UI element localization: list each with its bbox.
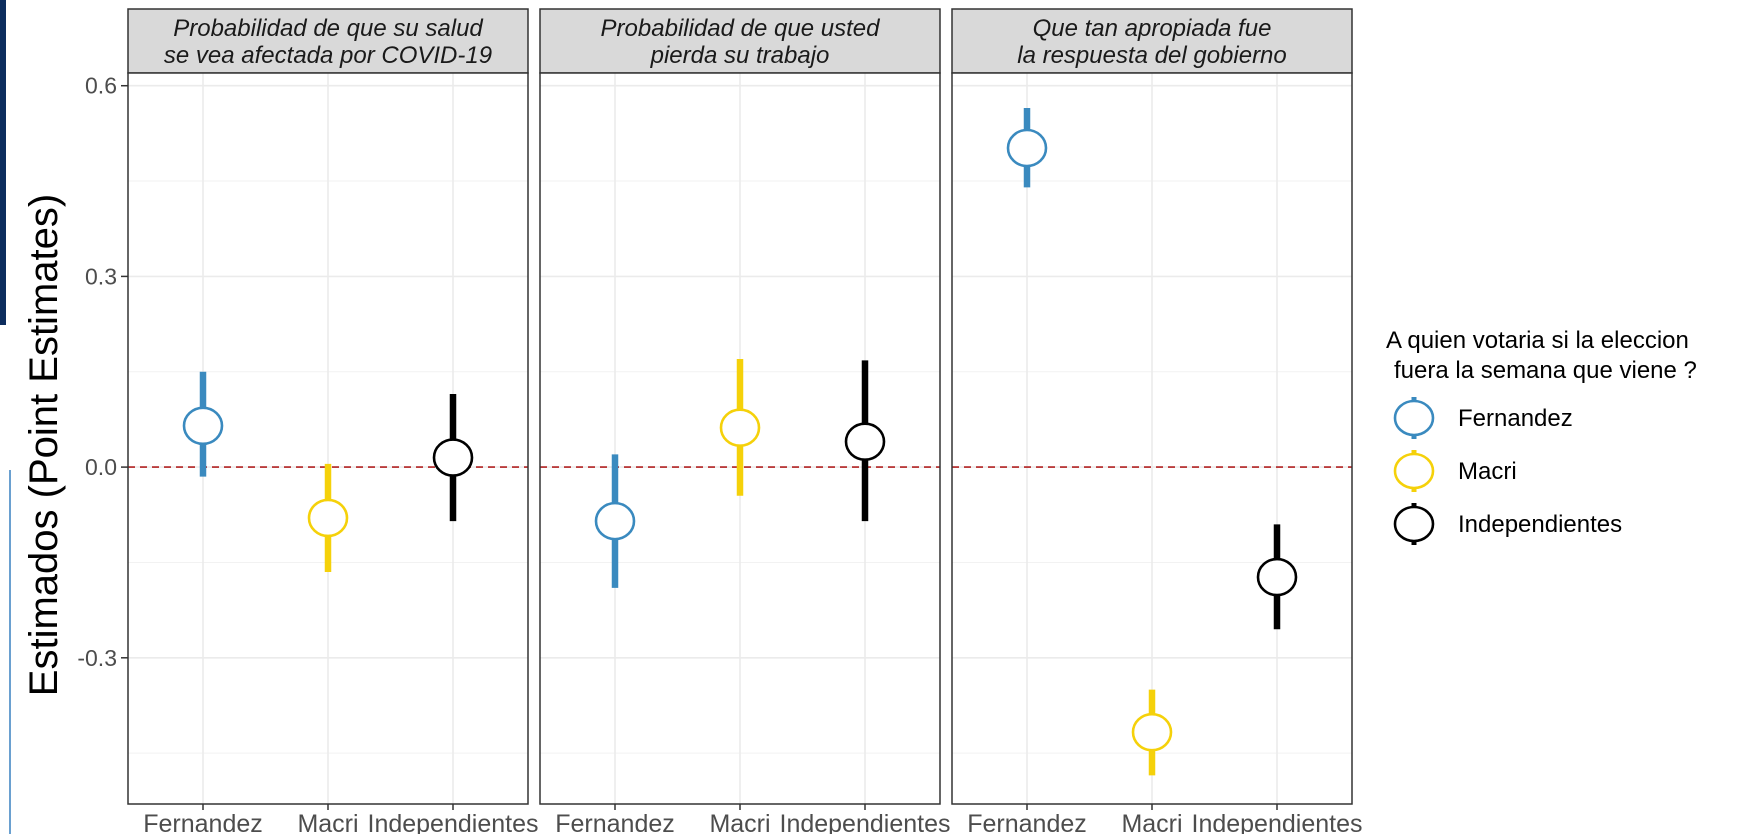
point-estimate-marker <box>844 422 886 461</box>
legend-label: Independientes <box>1458 511 1622 538</box>
facet-title-line-1: Probabilidad de que usted <box>601 15 881 42</box>
point-estimate-marker <box>182 406 224 446</box>
y-tick-label: 0.3 <box>85 263 117 289</box>
x-tick-label: Fernandez <box>967 810 1087 834</box>
x-tick-label: Independientes <box>780 810 951 834</box>
x-tick-label: Macri <box>1121 810 1182 834</box>
point-estimate-marker <box>594 501 636 541</box>
point-estimate-marker <box>432 438 474 477</box>
legend-label: Macri <box>1458 458 1517 485</box>
y-tick-label: -0.3 <box>77 645 117 671</box>
facet-strip <box>539 8 941 74</box>
facet-title-line-2: se vea afectada por COVID-19 <box>164 42 492 69</box>
y-tick-label: 0.6 <box>85 73 117 99</box>
y-axis-title: Estimados (Point Estimates) <box>22 194 66 696</box>
x-tick-label: Independientes <box>1192 810 1363 834</box>
facet-title-line-2: pierda su trabajo <box>650 42 830 69</box>
legend-key-marker <box>1393 452 1435 490</box>
y-tick-label: 0.0 <box>85 454 117 480</box>
legend-key: Fernandez <box>1393 397 1573 439</box>
legend-title-line-2: fuera la semana que viene ? <box>1394 357 1697 384</box>
point-estimate-marker <box>1256 557 1298 597</box>
facet-title-line-2: la respuesta del gobierno <box>1017 42 1287 69</box>
legend-key-marker <box>1393 399 1435 437</box>
x-tick-label: Fernandez <box>143 810 263 834</box>
legend-key-marker <box>1393 505 1435 543</box>
y-axis-ticks: 0.6 0.3 0.0 -0.3 <box>77 73 128 671</box>
x-tick-label: Macri <box>297 810 358 834</box>
legend-keys: Fernandez Macri Independientes <box>1393 397 1622 545</box>
facet-strip <box>127 8 529 74</box>
legend-title-line-1: A quien votaria si la eleccion <box>1386 327 1689 354</box>
x-tick-label: Macri <box>709 810 770 834</box>
x-tick-label: Fernandez <box>555 810 675 834</box>
point-estimate-marker <box>719 408 761 447</box>
slide-edge-line <box>9 470 11 834</box>
point-estimate-marker <box>1131 712 1173 752</box>
point-estimate-marker <box>1006 128 1048 168</box>
point-estimate-marker <box>307 498 349 538</box>
slide-edge-bar <box>0 0 6 325</box>
legend-key: Independientes <box>1393 503 1622 545</box>
legend: A quien votaria si la eleccion fuera la … <box>1386 327 1697 545</box>
x-tick-label: Independientes <box>368 810 539 834</box>
facet-title-line-1: Probabilidad de que su salud <box>173 15 483 42</box>
legend-key: Macri <box>1393 450 1517 492</box>
legend-label: Fernandez <box>1458 405 1573 432</box>
facet-title-line-1: Que tan apropiada fue <box>1033 15 1272 42</box>
